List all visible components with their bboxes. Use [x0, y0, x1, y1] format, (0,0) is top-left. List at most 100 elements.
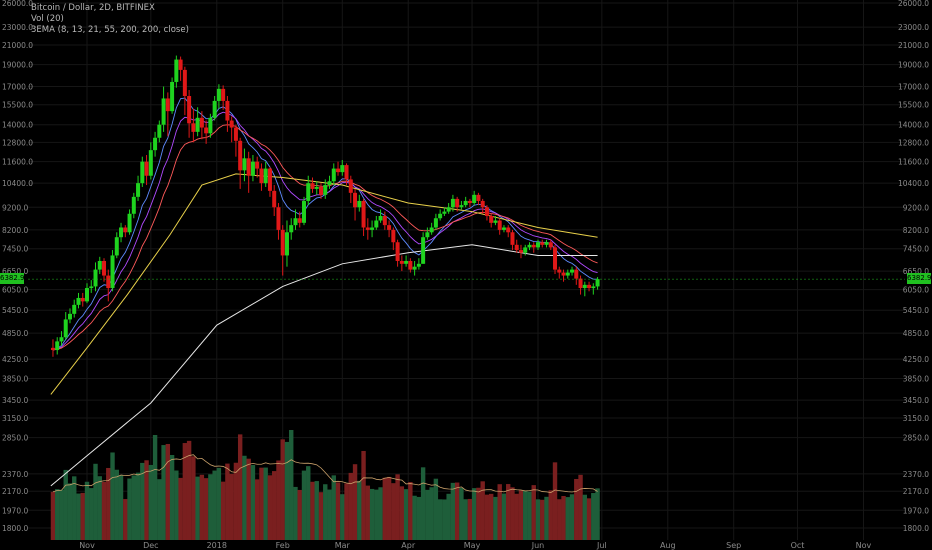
- y-tick-label-left: 12800.0: [2, 138, 33, 147]
- candle: [353, 188, 358, 221]
- y-tick-label-left: 10400.0: [2, 179, 33, 188]
- candle: [557, 266, 562, 279]
- volume-bar: [591, 493, 596, 540]
- candle-body: [459, 205, 464, 208]
- candle: [591, 283, 596, 295]
- candle-body: [106, 275, 111, 289]
- volume-legend: Vol (20): [31, 14, 64, 24]
- candle: [323, 179, 328, 199]
- x-tick-label: 2018: [207, 541, 227, 550]
- volume-bar: [357, 480, 362, 540]
- candle-body: [153, 137, 158, 151]
- x-tick-label: Aug: [660, 541, 676, 550]
- candle: [170, 77, 175, 114]
- candle: [85, 283, 89, 304]
- x-tick-label: May: [464, 541, 481, 550]
- volume-bar: [301, 470, 307, 540]
- volume-bar: [582, 494, 588, 540]
- candle: [433, 213, 438, 230]
- candle: [395, 239, 400, 267]
- candle: [276, 203, 281, 240]
- candle: [438, 209, 443, 221]
- candle-body: [306, 183, 311, 201]
- candle-body: [174, 59, 179, 82]
- y-tick-label-right: 4250.0: [903, 355, 929, 364]
- candle-body: [85, 288, 89, 302]
- candle: [165, 92, 170, 137]
- candle-body: [89, 286, 94, 289]
- candle: [195, 107, 200, 137]
- candle: [489, 213, 494, 228]
- candle: [293, 209, 298, 230]
- y-tick-label-left: 6050.0: [2, 286, 28, 295]
- candle: [442, 207, 447, 216]
- candle: [208, 113, 213, 138]
- candle: [93, 262, 98, 292]
- candle-body: [182, 69, 187, 97]
- candle: [310, 177, 315, 193]
- volume-bar: [161, 445, 166, 540]
- candle: [416, 258, 421, 270]
- candle-body: [374, 220, 379, 228]
- candle: [97, 256, 102, 275]
- candle: [319, 183, 324, 199]
- candle: [280, 225, 285, 276]
- candle-body: [480, 200, 485, 208]
- candle-body: [59, 337, 64, 342]
- candle-body: [557, 269, 562, 273]
- candle-body: [344, 165, 349, 180]
- candle-body: [263, 168, 268, 184]
- volume-bar: [246, 458, 251, 540]
- volume-bar: [344, 483, 349, 540]
- volume-bar: [208, 474, 213, 540]
- grid: [28, 0, 905, 540]
- volume-bar: [467, 498, 473, 540]
- volume-bar: [123, 499, 128, 540]
- volume-bar: [152, 435, 158, 540]
- candles: [50, 55, 600, 357]
- candle-body: [165, 98, 170, 112]
- y-tick-label-left: 5450.0: [2, 306, 28, 315]
- volume-bar: [250, 465, 256, 540]
- y-tick-label-right: 5450.0: [903, 306, 929, 315]
- candle: [102, 258, 107, 282]
- y-tick-label-right: 3450.0: [903, 396, 929, 405]
- volume-bar: [263, 467, 268, 540]
- candle-body: [97, 260, 102, 270]
- y-tick-label-left: 19000.0: [2, 61, 33, 70]
- candle-body: [259, 168, 264, 184]
- candle-body: [416, 263, 421, 267]
- volume-bar: [408, 482, 413, 540]
- volume-bar: [233, 462, 239, 540]
- candle: [187, 90, 192, 138]
- candle-body: [204, 127, 209, 134]
- candle-body: [255, 161, 260, 169]
- volume-bar: [514, 493, 519, 540]
- volume-bar: [459, 487, 464, 540]
- candle-body: [50, 347, 55, 351]
- candle: [467, 198, 472, 208]
- volume-bar: [463, 499, 468, 540]
- candle-body: [195, 117, 200, 132]
- candle-body: [102, 260, 107, 276]
- candle-body: [574, 269, 579, 279]
- candle: [340, 159, 345, 176]
- volume-bar: [135, 472, 141, 540]
- candle-body: [540, 242, 545, 245]
- candle-body: [178, 59, 183, 70]
- volume-bar: [425, 489, 430, 540]
- volume-bar: [59, 489, 64, 540]
- candle: [238, 137, 243, 189]
- volume-bar: [169, 455, 175, 540]
- candle-body: [314, 186, 319, 189]
- candle: [336, 161, 341, 176]
- volume-bar: [420, 467, 426, 540]
- volume-bar: [352, 464, 358, 540]
- candle: [408, 258, 413, 273]
- candle: [501, 225, 506, 233]
- candle-body: [340, 165, 345, 173]
- candle-body: [208, 117, 213, 134]
- ema-55-line: [50, 173, 598, 395]
